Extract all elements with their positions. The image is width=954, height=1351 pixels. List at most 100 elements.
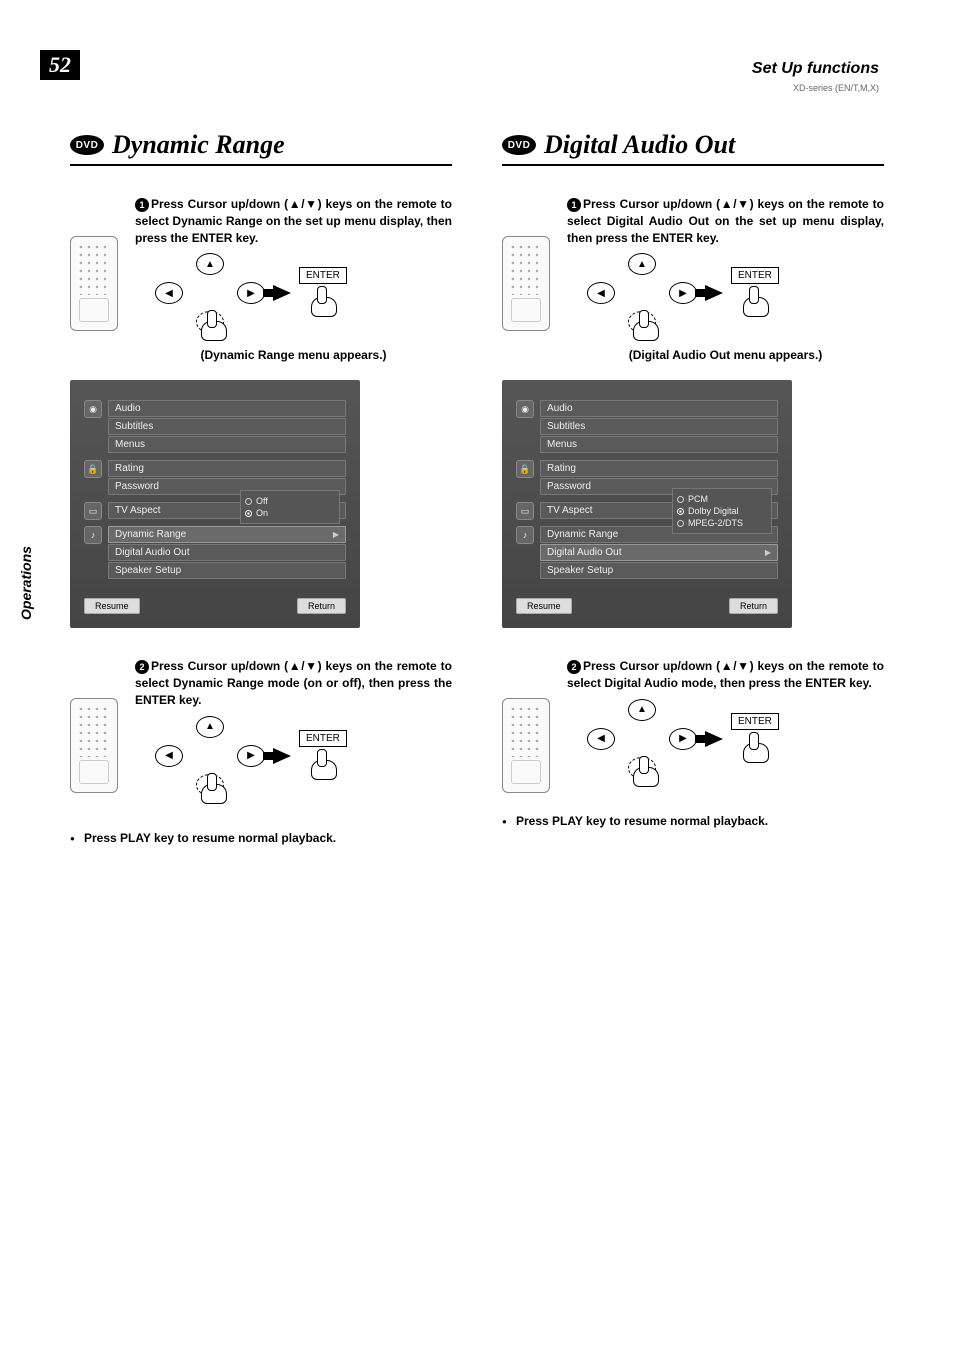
osd-item: Rating: [540, 460, 778, 477]
arrow-right-icon: [705, 731, 723, 747]
step-text-content: Press Cursor up/down (▲/▼) keys on the r…: [135, 659, 452, 707]
osd-item: Speaker Setup: [108, 562, 346, 579]
section-title-right: DVD Digital Audio Out: [502, 130, 884, 166]
playback-note-left: Press PLAY key to resume normal playback…: [70, 831, 452, 845]
opt-label: Off: [256, 496, 268, 506]
step-number-icon: 1: [567, 198, 581, 212]
osd-menu-digital-audio: ◉ Audio Subtitles Menus 🔒 Rating Passwor…: [502, 380, 792, 628]
model-series-label: XD-series (EN/T,M,X): [752, 83, 879, 93]
osd-return-button: Return: [297, 598, 346, 614]
enter-key-label: ENTER: [299, 730, 347, 747]
enter-group: ENTER: [731, 267, 779, 319]
step-text: 2Press Cursor up/down (▲/▼) keys on the …: [135, 658, 452, 708]
step-body: 1Press Cursor up/down (▲/▼) keys on the …: [567, 196, 884, 370]
manual-page: 52 Set Up functions XD-series (EN/T,M,X)…: [0, 0, 954, 1351]
dvd-badge-icon: DVD: [70, 135, 104, 155]
remote-illustration-col: [502, 658, 557, 794]
step-1-left: 1Press Cursor up/down (▲/▼) keys on the …: [70, 196, 452, 370]
osd-resume-button: Resume: [84, 598, 140, 614]
osd-item: Digital Audio Out: [108, 544, 346, 561]
cursor-pad-icon: ▲ ◀ ▶ ▼: [155, 721, 265, 791]
osd-item: Subtitles: [540, 418, 778, 435]
step-text: 1Press Cursor up/down (▲/▼) keys on the …: [135, 196, 452, 246]
step-text-content: Press Cursor up/down (▲/▼) keys on the r…: [567, 659, 884, 690]
enter-group: ENTER: [299, 267, 347, 319]
osd-item: Menus: [108, 436, 346, 453]
osd-option-off: Off: [245, 495, 335, 507]
step-body: 2Press Cursor up/down (▲/▼) keys on the …: [135, 658, 452, 810]
osd-lock-icon: 🔒: [516, 460, 534, 478]
remote-control-icon: [70, 236, 118, 331]
opt-label: MPEG-2/DTS: [688, 518, 743, 528]
cursor-left-icon: ◀: [587, 728, 615, 750]
radio-icon: [677, 520, 684, 527]
radio-selected-icon: [245, 510, 252, 517]
hand-pointer-icon: [625, 308, 665, 343]
osd-return-button: Return: [729, 598, 778, 614]
cursor-up-icon: ▲: [196, 716, 224, 738]
cursor-enter-diagram: ▲ ◀ ▶ ▼ ENTER: [155, 721, 452, 791]
title-dynamic-range: Dynamic Range: [112, 130, 285, 160]
chevron-right-icon: ▶: [333, 530, 339, 539]
osd-item: Menus: [540, 436, 778, 453]
osd-option-dolby: Dolby Digital: [677, 505, 767, 517]
cursor-right-icon: ▶: [669, 282, 697, 304]
enter-group: ENTER: [731, 713, 779, 765]
menu-caption-right: (Digital Audio Out menu appears.): [567, 348, 884, 362]
osd-item: Rating: [108, 460, 346, 477]
radio-selected-icon: [677, 508, 684, 515]
osd-footer: Resume Return: [84, 598, 346, 614]
step-body: 1Press Cursor up/down (▲/▼) keys on the …: [135, 196, 452, 370]
remote-control-icon: [502, 698, 550, 793]
cursor-pad-icon: ▲ ◀ ▶ ▼: [587, 258, 697, 328]
enter-key-label: ENTER: [299, 267, 347, 284]
column-digital-audio-out: DVD Digital Audio Out 1Press Cursor up/d…: [502, 130, 884, 845]
cursor-right-icon: ▶: [669, 728, 697, 750]
step-number-icon: 2: [567, 660, 581, 674]
osd-item: Speaker Setup: [540, 562, 778, 579]
radio-icon: [245, 498, 252, 505]
osd-item: Audio: [108, 400, 346, 417]
remote-illustration-col: [70, 196, 125, 370]
osd-item: Subtitles: [108, 418, 346, 435]
header-right: Set Up functions XD-series (EN/T,M,X): [752, 60, 879, 93]
opt-label: Dolby Digital: [688, 506, 739, 516]
step-text-content: Press Cursor up/down (▲/▼) keys on the r…: [135, 197, 452, 245]
osd-resume-button: Resume: [516, 598, 572, 614]
remote-illustration-col: [70, 658, 125, 810]
page-number: 52: [40, 50, 80, 80]
cursor-pad-icon: ▲ ◀ ▶ ▼: [155, 258, 265, 328]
cursor-left-icon: ◀: [587, 282, 615, 304]
step-text-content: Press Cursor up/down (▲/▼) keys on the r…: [567, 197, 884, 245]
osd-option-on: On: [245, 507, 335, 519]
cursor-up-icon: ▲: [628, 699, 656, 721]
osd-footer: Resume Return: [516, 598, 778, 614]
osd-speaker-icon: ♪: [516, 526, 534, 544]
menu-caption-left: (Dynamic Range menu appears.): [135, 348, 452, 362]
osd-tv-icon: ▭: [84, 502, 102, 520]
step-2-left: 2Press Cursor up/down (▲/▼) keys on the …: [70, 658, 452, 810]
remote-illustration-col: [502, 196, 557, 370]
content-columns: DVD Dynamic Range 1Press Cursor up/down …: [70, 130, 884, 845]
section-title-left: DVD Dynamic Range: [70, 130, 452, 166]
osd-tv-icon: ▭: [516, 502, 534, 520]
osd-options-panel: PCM Dolby Digital MPEG-2/DTS: [672, 488, 772, 534]
chevron-right-icon: ▶: [765, 548, 771, 557]
cursor-up-icon: ▲: [628, 253, 656, 275]
playback-note-right: Press PLAY key to resume normal playback…: [502, 814, 884, 828]
step-number-icon: 1: [135, 198, 149, 212]
cursor-enter-diagram: ▲ ◀ ▶ ▼ ENTER: [587, 704, 884, 774]
osd-option-pcm: PCM: [677, 493, 767, 505]
osd-item: Audio: [540, 400, 778, 417]
cursor-left-icon: ◀: [155, 282, 183, 304]
arrow-right-icon: [705, 285, 723, 301]
enter-key-label: ENTER: [731, 267, 779, 284]
setup-functions-label: Set Up functions: [752, 60, 879, 78]
hand-pointer-icon: [735, 730, 775, 765]
cursor-left-icon: ◀: [155, 745, 183, 767]
osd-lock-icon: 🔒: [84, 460, 102, 478]
osd-item-active: Digital Audio Out▶: [540, 544, 778, 561]
osd-speaker-icon: ♪: [84, 526, 102, 544]
osd-options-panel: Off On: [240, 490, 340, 524]
cursor-enter-diagram: ▲ ◀ ▶ ▼ ENTER: [587, 258, 884, 328]
